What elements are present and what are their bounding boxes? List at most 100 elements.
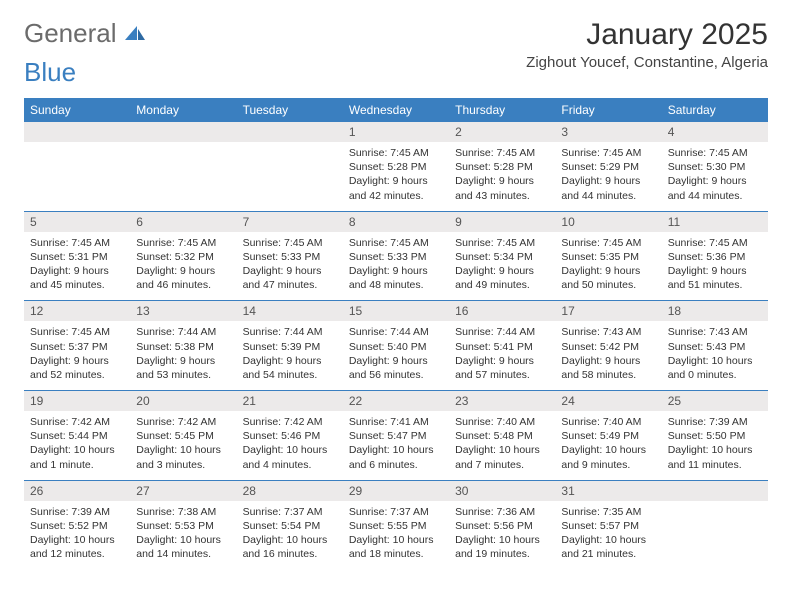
day-number: 28 — [237, 481, 343, 501]
day-number: 2 — [449, 122, 555, 142]
day-number: 1 — [343, 122, 449, 142]
day-number: 25 — [662, 391, 768, 411]
day-line: Daylight: 9 hours — [455, 174, 549, 188]
day-cell-body: Sunrise: 7:44 AMSunset: 5:38 PMDaylight:… — [130, 321, 236, 390]
day-number: 23 — [449, 391, 555, 411]
day-cell-body: Sunrise: 7:44 AMSunset: 5:39 PMDaylight:… — [237, 321, 343, 390]
day-body: Sunrise: 7:38 AMSunset: 5:53 PMDaylight:… — [130, 501, 236, 570]
day-line: and 7 minutes. — [455, 458, 549, 472]
day-line: Daylight: 10 hours — [30, 443, 124, 457]
day-line: Sunrise: 7:42 AM — [30, 415, 124, 429]
day-line: and 44 minutes. — [668, 189, 762, 203]
day-line: and 51 minutes. — [668, 278, 762, 292]
day-cell-num: 29 — [343, 480, 449, 501]
day-line: and 53 minutes. — [136, 368, 230, 382]
day-line: Sunset: 5:28 PM — [455, 160, 549, 174]
day-line: Sunset: 5:31 PM — [30, 250, 124, 264]
day-line: and 21 minutes. — [561, 547, 655, 561]
day-body — [662, 501, 768, 553]
day-line: Sunrise: 7:43 AM — [561, 325, 655, 339]
day-line: Sunset: 5:33 PM — [243, 250, 337, 264]
day-line: and 52 minutes. — [30, 368, 124, 382]
day-line: Sunset: 5:43 PM — [668, 340, 762, 354]
day-cell-body: Sunrise: 7:45 AMSunset: 5:28 PMDaylight:… — [449, 142, 555, 211]
day-cell-body — [237, 142, 343, 211]
day-line: Sunrise: 7:45 AM — [349, 236, 443, 250]
day-line: and 48 minutes. — [349, 278, 443, 292]
day-cell-num: 30 — [449, 480, 555, 501]
day-body: Sunrise: 7:40 AMSunset: 5:49 PMDaylight:… — [555, 411, 661, 480]
day-cell-body: Sunrise: 7:45 AMSunset: 5:33 PMDaylight:… — [237, 232, 343, 301]
day-body: Sunrise: 7:35 AMSunset: 5:57 PMDaylight:… — [555, 501, 661, 570]
col-wednesday: Wednesday — [343, 98, 449, 122]
day-number: 21 — [237, 391, 343, 411]
day-number: 17 — [555, 301, 661, 321]
day-cell-num: 27 — [130, 480, 236, 501]
calendar-body: 1234Sunrise: 7:45 AMSunset: 5:28 PMDayli… — [24, 122, 768, 569]
day-cell-body — [662, 501, 768, 570]
day-line: Sunrise: 7:44 AM — [243, 325, 337, 339]
day-line: Daylight: 10 hours — [136, 533, 230, 547]
day-body: Sunrise: 7:39 AMSunset: 5:50 PMDaylight:… — [662, 411, 768, 480]
day-number — [662, 481, 768, 501]
day-line: Daylight: 9 hours — [561, 174, 655, 188]
day-number: 16 — [449, 301, 555, 321]
day-cell-num: 21 — [237, 391, 343, 412]
day-line: Sunset: 5:40 PM — [349, 340, 443, 354]
day-cell-body: Sunrise: 7:45 AMSunset: 5:30 PMDaylight:… — [662, 142, 768, 211]
day-line: Sunset: 5:35 PM — [561, 250, 655, 264]
day-line: Sunrise: 7:39 AM — [30, 505, 124, 519]
day-cell-body: Sunrise: 7:41 AMSunset: 5:47 PMDaylight:… — [343, 411, 449, 480]
day-cell-body: Sunrise: 7:45 AMSunset: 5:37 PMDaylight:… — [24, 321, 130, 390]
day-line: Daylight: 9 hours — [455, 264, 549, 278]
day-line: Sunrise: 7:39 AM — [668, 415, 762, 429]
day-number: 5 — [24, 212, 130, 232]
day-cell-body: Sunrise: 7:45 AMSunset: 5:35 PMDaylight:… — [555, 232, 661, 301]
sail-icon — [123, 24, 147, 45]
title-block: January 2025 Zighout Youcef, Constantine… — [526, 18, 768, 71]
day-line: Sunrise: 7:45 AM — [136, 236, 230, 250]
day-line: and 4 minutes. — [243, 458, 337, 472]
day-cell-num: 31 — [555, 480, 661, 501]
day-number: 15 — [343, 301, 449, 321]
day-cell-body: Sunrise: 7:44 AMSunset: 5:40 PMDaylight:… — [343, 321, 449, 390]
day-line: Daylight: 9 hours — [243, 354, 337, 368]
day-cell-body: Sunrise: 7:40 AMSunset: 5:49 PMDaylight:… — [555, 411, 661, 480]
day-line: Sunset: 5:39 PM — [243, 340, 337, 354]
day-line: Daylight: 10 hours — [455, 443, 549, 457]
day-cell-num: 14 — [237, 301, 343, 322]
day-cell-body: Sunrise: 7:38 AMSunset: 5:53 PMDaylight:… — [130, 501, 236, 570]
day-line: Sunset: 5:29 PM — [561, 160, 655, 174]
day-line: Daylight: 10 hours — [561, 533, 655, 547]
day-line: Sunset: 5:34 PM — [455, 250, 549, 264]
day-line: Daylight: 10 hours — [349, 443, 443, 457]
day-line: Sunset: 5:36 PM — [668, 250, 762, 264]
day-cell-num: 2 — [449, 122, 555, 142]
day-number: 12 — [24, 301, 130, 321]
day-cell-body: Sunrise: 7:37 AMSunset: 5:54 PMDaylight:… — [237, 501, 343, 570]
day-cell-num: 13 — [130, 301, 236, 322]
day-line: Daylight: 9 hours — [668, 174, 762, 188]
day-line: Sunset: 5:42 PM — [561, 340, 655, 354]
day-line: Sunrise: 7:42 AM — [136, 415, 230, 429]
day-line: Daylight: 10 hours — [136, 443, 230, 457]
day-cell-num: 11 — [662, 211, 768, 232]
day-line: and 49 minutes. — [455, 278, 549, 292]
day-line: Daylight: 10 hours — [243, 443, 337, 457]
day-line: Sunset: 5:38 PM — [136, 340, 230, 354]
day-body: Sunrise: 7:45 AMSunset: 5:28 PMDaylight:… — [449, 142, 555, 211]
day-line: Daylight: 9 hours — [243, 264, 337, 278]
day-line: and 11 minutes. — [668, 458, 762, 472]
day-cell-body: Sunrise: 7:37 AMSunset: 5:55 PMDaylight:… — [343, 501, 449, 570]
day-cell-num: 3 — [555, 122, 661, 142]
day-cell-num: 22 — [343, 391, 449, 412]
col-saturday: Saturday — [662, 98, 768, 122]
day-line: Sunrise: 7:41 AM — [349, 415, 443, 429]
day-body: Sunrise: 7:37 AMSunset: 5:54 PMDaylight:… — [237, 501, 343, 570]
day-line: Daylight: 9 hours — [455, 354, 549, 368]
month-title: January 2025 — [526, 18, 768, 52]
day-line: Sunset: 5:53 PM — [136, 519, 230, 533]
day-line: Sunrise: 7:45 AM — [30, 325, 124, 339]
day-number: 26 — [24, 481, 130, 501]
day-line: and 56 minutes. — [349, 368, 443, 382]
